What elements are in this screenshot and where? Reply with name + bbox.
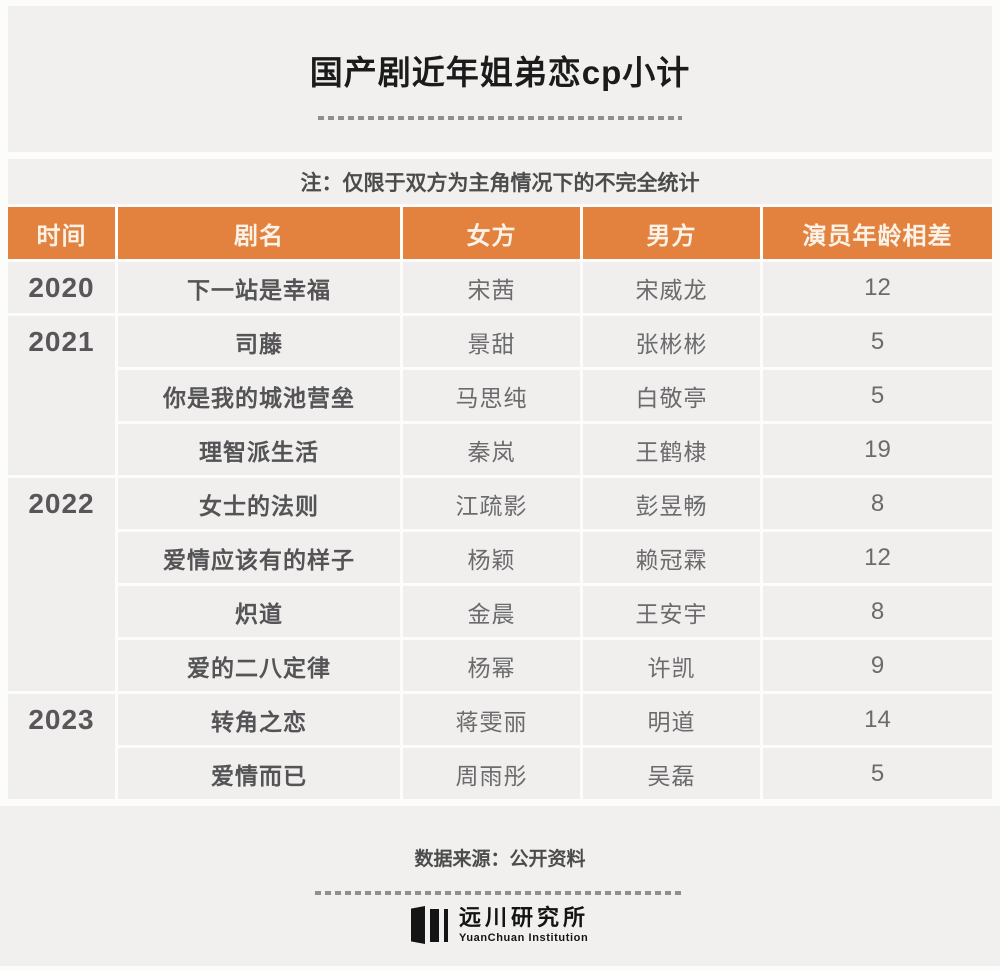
year-label: 2021	[28, 326, 95, 357]
age-gap-cell: 5	[763, 748, 992, 799]
actress-cell: 周雨彤	[403, 748, 580, 799]
year-cell-2022: 2022	[8, 478, 115, 691]
logo-name-cn: 远川研究所	[458, 905, 589, 930]
logo-text: 远川研究所 YuanChuan Institution	[458, 905, 589, 945]
age-gap-cell: 5	[763, 316, 992, 367]
drama-cell: 爱情应该有的样子	[118, 532, 400, 583]
yuanchuan-logo: 远川研究所 YuanChuan Institution	[0, 906, 1000, 944]
actress-cell: 杨幂	[403, 640, 580, 691]
title-block: 国产剧近年姐弟恋cp小计	[8, 6, 992, 152]
year-label: 2023	[28, 704, 95, 735]
drama-cell: 司藤	[118, 316, 400, 367]
actress-cell: 景甜	[403, 316, 580, 367]
drama-cell: 炽道	[118, 586, 400, 637]
column-header-actress: 女方	[403, 207, 580, 259]
page-title: 国产剧近年姐弟恋cp小计	[309, 54, 691, 91]
actor-cell: 许凯	[583, 640, 760, 691]
title-divider-dashed	[318, 116, 682, 120]
age-gap-cell: 8	[763, 478, 992, 529]
age-gap-cell: 19	[763, 424, 992, 475]
column-header-actor: 男方	[583, 207, 760, 259]
drama-cell: 理智派生活	[118, 424, 400, 475]
age-gap-cell: 12	[763, 262, 992, 313]
column-header-age-gap: 演员年龄相差	[763, 207, 992, 259]
actress-cell: 杨颖	[403, 532, 580, 583]
column-header-drama: 剧名	[118, 207, 400, 259]
column-header-time: 时间	[8, 207, 115, 259]
actor-cell: 赖冠霖	[583, 532, 760, 583]
actor-cell: 王鹤棣	[583, 424, 760, 475]
year-label: 2020	[28, 272, 95, 303]
year-cell-2020: 2020	[8, 262, 115, 313]
logo-name-en: YuanChuan Institution	[458, 932, 589, 944]
note-text: 注：仅限于双方为主角情况下的不完全统计	[300, 171, 700, 195]
year-cell-2021: 2021	[8, 316, 115, 475]
drama-cell: 下一站是幸福	[118, 262, 400, 313]
drama-cell: 爱的二八定律	[118, 640, 400, 691]
actress-cell: 秦岚	[403, 424, 580, 475]
actor-cell: 张彬彬	[583, 316, 760, 367]
drama-cell: 转角之恋	[118, 694, 400, 745]
drama-cell: 你是我的城池营垒	[118, 370, 400, 421]
footer-block: 数据来源：公开资料 远川研究所 YuanChuan Institution	[0, 806, 1000, 966]
age-gap-cell: 8	[763, 586, 992, 637]
logo-bars-icon	[410, 906, 448, 944]
actor-cell: 彭昱畅	[583, 478, 760, 529]
actress-cell: 马思纯	[403, 370, 580, 421]
age-gap-cell: 14	[763, 694, 992, 745]
actor-cell: 宋威龙	[583, 262, 760, 313]
actor-cell: 明道	[583, 694, 760, 745]
actress-cell: 金晨	[403, 586, 580, 637]
note-bar: 注：仅限于双方为主角情况下的不完全统计	[8, 159, 992, 204]
footer-divider-dashed	[315, 891, 685, 895]
drama-cell: 女士的法则	[118, 478, 400, 529]
logo-bar-1	[410, 906, 425, 944]
actress-cell: 江疏影	[403, 478, 580, 529]
year-label: 2022	[28, 488, 95, 519]
actor-cell: 王安宇	[583, 586, 760, 637]
logo-bar-2	[429, 908, 439, 942]
age-gap-cell: 5	[763, 370, 992, 421]
actor-cell: 吴磊	[583, 748, 760, 799]
actor-cell: 白敬亭	[583, 370, 760, 421]
logo-bar-3	[443, 908, 448, 942]
actress-cell: 蒋雯丽	[403, 694, 580, 745]
age-gap-cell: 9	[763, 640, 992, 691]
data-source-text: 数据来源：公开资料	[414, 849, 586, 870]
age-gap-cell: 12	[763, 532, 992, 583]
year-cell-2023: 2023	[8, 694, 115, 799]
actress-cell: 宋茜	[403, 262, 580, 313]
cp-data-table: 时间 剧名 女方 男方 演员年龄相差 2020 下一站是幸福 宋茜 宋威龙 12 2021 司藤 景甜张…	[8, 207, 992, 799]
drama-cell: 爱情而已	[118, 748, 400, 799]
